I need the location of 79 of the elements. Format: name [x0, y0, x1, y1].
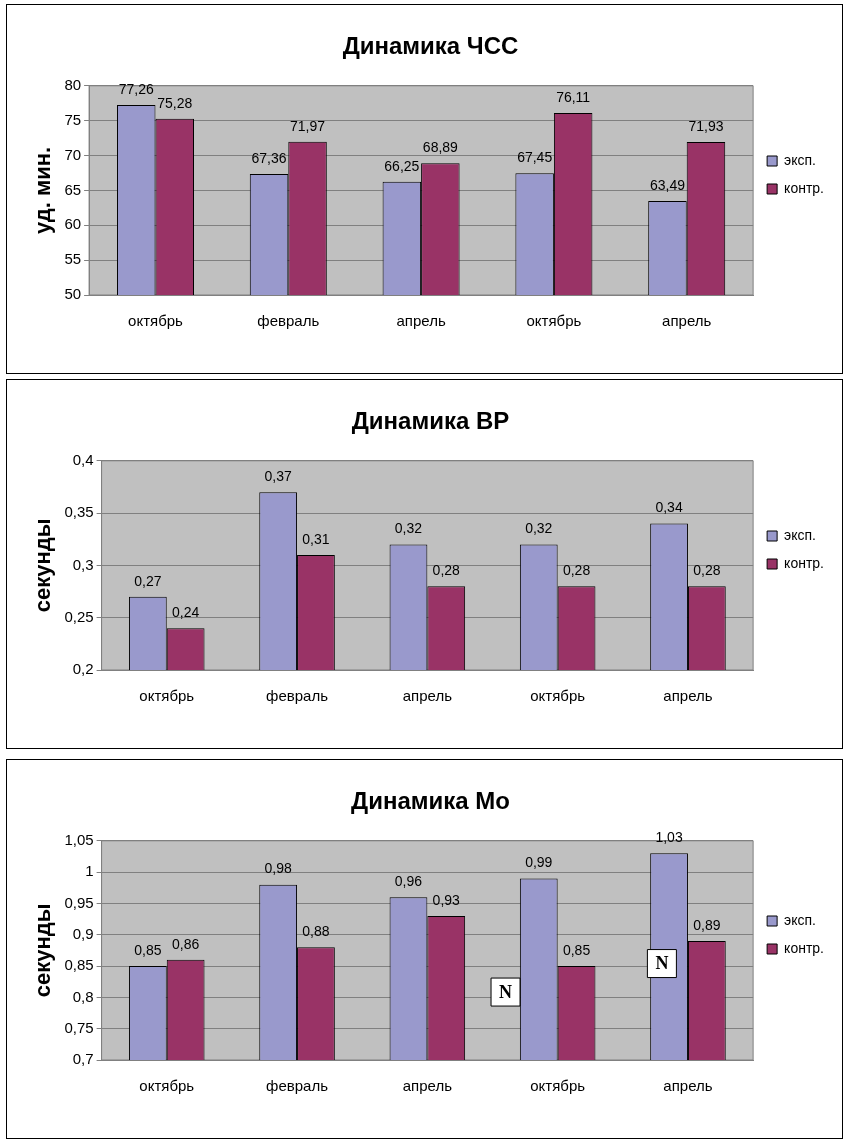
- data-label: 0,96: [394, 873, 423, 890]
- data-label: 0,37: [264, 468, 292, 485]
- data-label: 63,49: [649, 176, 686, 193]
- data-label: 0,27: [134, 572, 162, 589]
- y-tick-label: 0,3: [72, 555, 94, 573]
- x-tick-label: апрель: [402, 687, 453, 705]
- data-label: 76,11: [556, 88, 591, 105]
- x-tick-label: октябрь: [530, 687, 586, 705]
- legend-label: контр.: [784, 179, 824, 196]
- x-tick-label: февраль: [266, 687, 329, 705]
- chart-title: Динамика ВР: [351, 407, 510, 435]
- data-label: 77,26: [118, 80, 154, 97]
- x-tick-label: апрель: [663, 687, 713, 705]
- x-tick-label: октябрь: [139, 1077, 195, 1095]
- data-label: 71,93: [688, 117, 724, 134]
- legend-label: контр.: [784, 939, 824, 956]
- x-tick-label: февраль: [266, 1077, 329, 1095]
- legend-label: эксп.: [784, 526, 817, 543]
- data-label: 0,28: [432, 562, 461, 579]
- y-tick-label: 1: [85, 862, 94, 880]
- y-tick-label: 0,9: [72, 924, 94, 942]
- y-tick-label: 75: [64, 110, 82, 128]
- legend-label: контр.: [784, 554, 824, 571]
- data-label: 0,24: [172, 604, 200, 621]
- legend-label: эксп.: [784, 151, 817, 168]
- y-tick-label: 0,95: [64, 893, 94, 911]
- y-tick-label: 55: [64, 250, 82, 268]
- annotation: N: [499, 981, 513, 1002]
- data-label: 67,45: [517, 149, 553, 166]
- chart-title: Динамика ЧСС: [342, 32, 519, 60]
- x-tick-label: октябрь: [526, 312, 582, 330]
- y-axis-title: секунды: [30, 518, 56, 613]
- x-tick-label: октябрь: [128, 312, 184, 330]
- data-label: 0,31: [302, 530, 330, 547]
- data-label: 0,99: [525, 854, 553, 871]
- data-label: 0,93: [432, 891, 461, 908]
- data-label: 0,34: [655, 499, 683, 516]
- data-label: 0,89: [693, 916, 721, 933]
- y-tick-label: 0,75: [64, 1018, 94, 1036]
- x-tick-label: октябрь: [530, 1077, 586, 1095]
- x-tick-label: апрель: [663, 1077, 713, 1095]
- data-label: 1,03: [655, 829, 683, 846]
- x-tick-label: октябрь: [139, 687, 195, 705]
- data-label: 0,86: [172, 935, 200, 952]
- y-tick-label: 0,85: [64, 956, 94, 974]
- data-label: 75,28: [157, 94, 193, 111]
- data-label: 0,85: [562, 941, 591, 958]
- y-tick-label: 0,8: [72, 987, 94, 1005]
- y-tick-label: 0,7: [72, 1050, 94, 1068]
- data-label: 0,98: [264, 860, 292, 877]
- data-label: 66,25: [384, 157, 420, 174]
- y-tick-label: 0,4: [72, 450, 94, 468]
- data-label: 67,36: [251, 149, 287, 166]
- x-tick-label: апрель: [662, 312, 712, 330]
- data-label: 0,85: [134, 941, 162, 958]
- data-label: 68,89: [422, 139, 459, 156]
- x-tick-label: апрель: [402, 1077, 453, 1095]
- data-label: 0,32: [394, 520, 423, 537]
- y-tick-label: 0,25: [64, 607, 94, 625]
- y-tick-label: 60: [64, 215, 82, 233]
- y-tick-label: 0,2: [72, 660, 94, 678]
- chart-title: Динамика Мо: [351, 787, 510, 815]
- y-tick-label: 70: [64, 145, 82, 163]
- y-tick-label: 80: [64, 75, 82, 93]
- x-tick-label: апрель: [396, 312, 446, 330]
- y-axis-title: секунды: [30, 903, 56, 998]
- legend-label: эксп.: [784, 911, 817, 928]
- y-tick-label: 0,35: [64, 503, 94, 521]
- y-axis-title: уд. мин.: [30, 146, 56, 234]
- annotation: N: [655, 953, 669, 974]
- data-label: 0,28: [693, 562, 721, 579]
- data-label: 0,28: [562, 562, 591, 579]
- y-tick-label: 65: [64, 180, 82, 198]
- x-tick-label: февраль: [257, 312, 320, 330]
- data-label: 0,32: [525, 520, 553, 537]
- data-label: 71,97: [290, 117, 326, 134]
- y-tick-label: 50: [64, 285, 82, 303]
- y-tick-label: 1,05: [64, 830, 94, 848]
- data-label: 0,88: [302, 923, 330, 940]
